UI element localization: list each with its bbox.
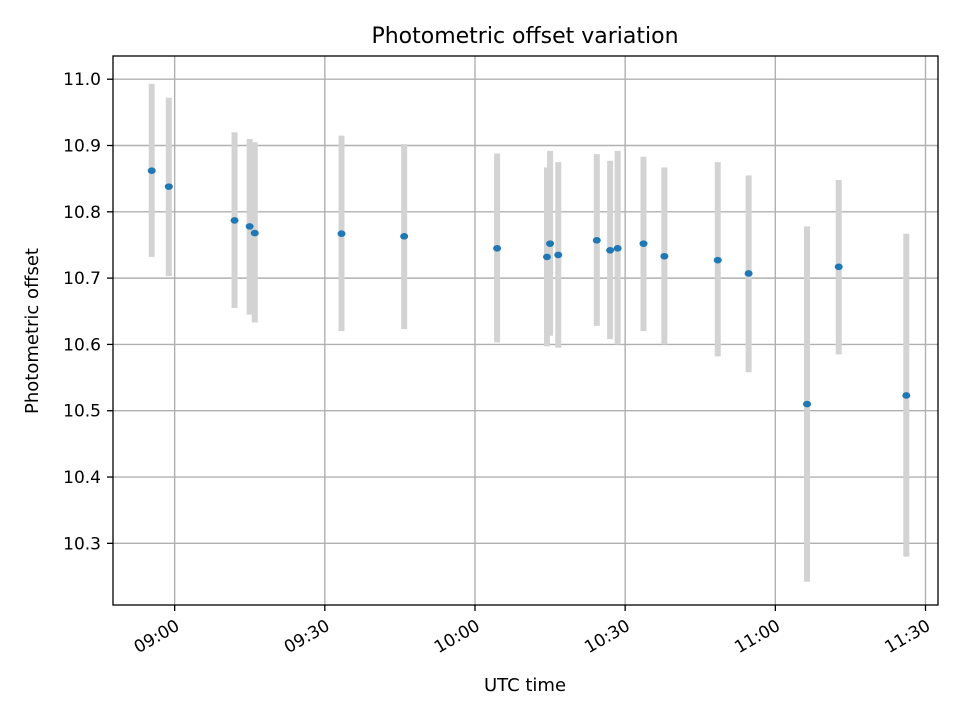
data-point xyxy=(337,230,346,237)
x-tick-label: 09:30 xyxy=(281,616,333,658)
plot-frame xyxy=(112,55,939,606)
data-point xyxy=(592,237,601,244)
data-point xyxy=(245,223,254,230)
x-tick-label: 11:30 xyxy=(882,616,934,658)
data-point xyxy=(639,240,648,247)
y-tick-label: 11.0 xyxy=(63,70,101,90)
y-tick-label: 10.7 xyxy=(63,269,101,289)
data-point xyxy=(493,244,502,252)
y-tick-label: 10.8 xyxy=(63,203,101,223)
data-point xyxy=(613,244,622,252)
data-point xyxy=(606,246,615,254)
data-point xyxy=(902,392,911,399)
data-point xyxy=(230,217,239,224)
data-point xyxy=(803,400,812,408)
y-tick-label: 10.4 xyxy=(63,468,101,488)
data-point xyxy=(660,252,669,260)
data-point xyxy=(164,183,173,190)
data-point xyxy=(542,253,551,261)
y-tick-label: 10.9 xyxy=(63,137,101,157)
y-tick-label: 10.5 xyxy=(63,402,101,422)
data-point xyxy=(713,256,722,264)
x-tick-label: 11:00 xyxy=(731,616,783,658)
y-tick-label: 10.6 xyxy=(63,335,101,355)
data-point xyxy=(744,270,753,277)
y-tick-label: 10.3 xyxy=(63,534,101,554)
chart-title: Photometric offset variation xyxy=(371,24,678,49)
data-point xyxy=(834,263,843,271)
x-axis-label: UTC time xyxy=(484,675,566,696)
data-point xyxy=(546,240,555,247)
data-point xyxy=(554,251,563,259)
errorbar-layer xyxy=(148,83,910,582)
x-tick-label: 10:00 xyxy=(431,616,483,658)
x-tick-label: 10:30 xyxy=(581,616,633,658)
x-tick-label: 09:00 xyxy=(131,616,183,658)
data-point xyxy=(250,229,259,237)
data-point xyxy=(400,233,409,240)
y-axis-label: Photometric offset xyxy=(22,248,43,414)
data-point xyxy=(147,167,156,175)
point-layer xyxy=(147,167,911,408)
